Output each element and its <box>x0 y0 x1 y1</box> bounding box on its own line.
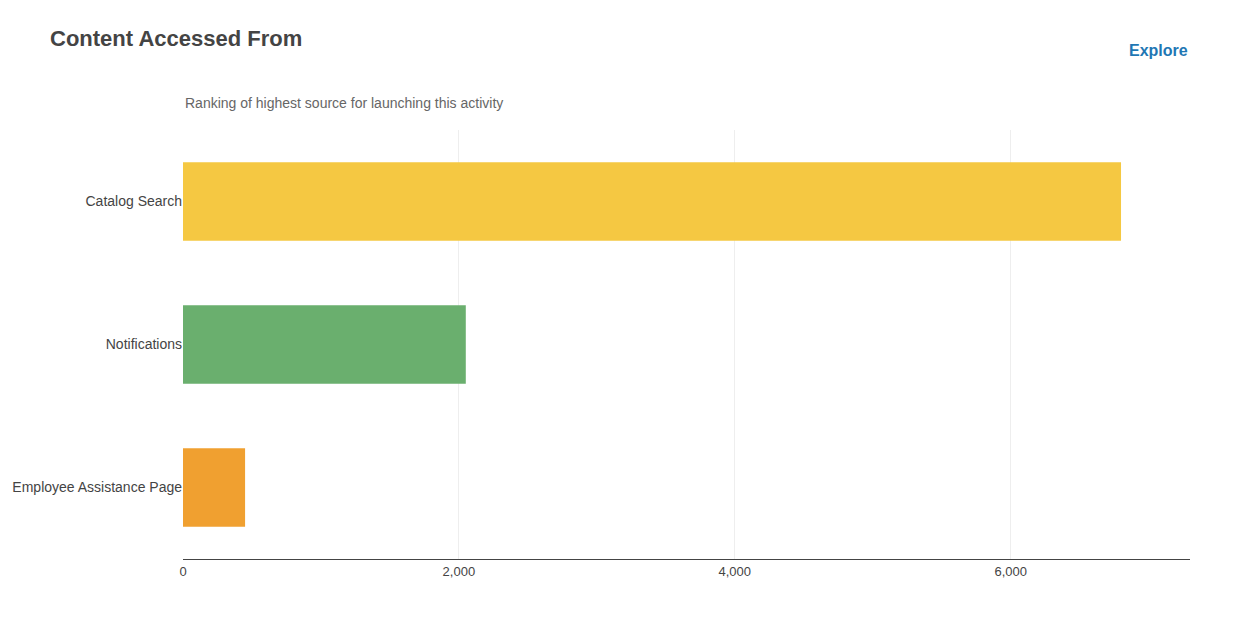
svg-text:Employee Assistance Page: Employee Assistance Page <box>12 479 182 495</box>
svg-text:Notifications: Notifications <box>106 336 182 352</box>
svg-text:Catalog Search: Catalog Search <box>85 193 182 209</box>
svg-text:0: 0 <box>179 564 186 579</box>
svg-text:Ranking of highest source for: Ranking of highest source for launching … <box>185 95 503 111</box>
svg-text:6,000: 6,000 <box>994 564 1027 579</box>
svg-text:4,000: 4,000 <box>719 564 752 579</box>
svg-text:2,000: 2,000 <box>443 564 476 579</box>
svg-text:Explore: Explore <box>1129 42 1188 59</box>
svg-text:Content Accessed From: Content Accessed From <box>50 26 302 51</box>
